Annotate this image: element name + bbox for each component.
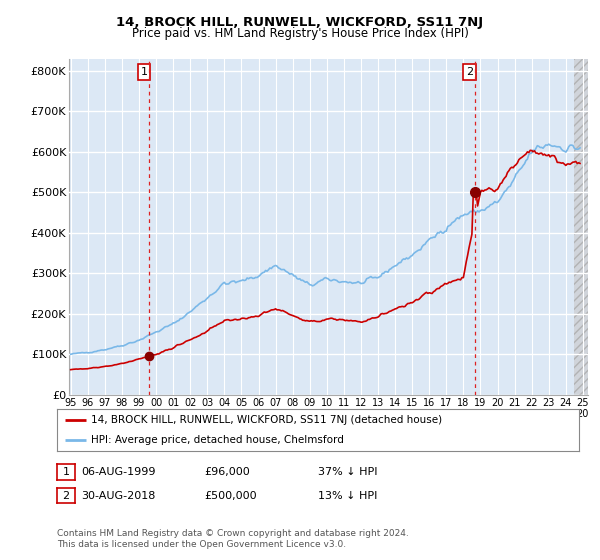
Text: £96,000: £96,000 (204, 467, 250, 477)
Text: 1: 1 (140, 67, 148, 77)
Text: 37% ↓ HPI: 37% ↓ HPI (318, 467, 377, 477)
Text: £500,000: £500,000 (204, 491, 257, 501)
Text: 1: 1 (62, 467, 70, 477)
Text: 14, BROCK HILL, RUNWELL, WICKFORD, SS11 7NJ: 14, BROCK HILL, RUNWELL, WICKFORD, SS11 … (116, 16, 484, 29)
Text: 2: 2 (62, 491, 70, 501)
Text: 06-AUG-1999: 06-AUG-1999 (81, 467, 155, 477)
Text: 14, BROCK HILL, RUNWELL, WICKFORD, SS11 7NJ (detached house): 14, BROCK HILL, RUNWELL, WICKFORD, SS11 … (91, 415, 442, 425)
Text: HPI: Average price, detached house, Chelmsford: HPI: Average price, detached house, Chel… (91, 435, 344, 445)
Text: 13% ↓ HPI: 13% ↓ HPI (318, 491, 377, 501)
Bar (574, 59, 588, 395)
Bar (574, 59, 588, 395)
Text: 2: 2 (466, 67, 473, 77)
Text: Price paid vs. HM Land Registry's House Price Index (HPI): Price paid vs. HM Land Registry's House … (131, 27, 469, 40)
Text: 30-AUG-2018: 30-AUG-2018 (81, 491, 155, 501)
Text: Contains HM Land Registry data © Crown copyright and database right 2024.
This d: Contains HM Land Registry data © Crown c… (57, 529, 409, 549)
